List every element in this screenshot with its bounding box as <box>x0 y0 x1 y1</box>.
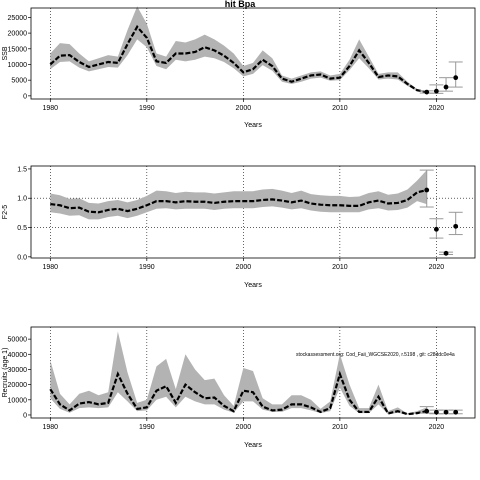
x-tick-label: 1980 <box>43 264 59 271</box>
x-tick-label: 1990 <box>139 264 155 271</box>
projection-point <box>453 75 459 81</box>
x-tick-label: 1990 <box>139 105 155 112</box>
y-tick-label: 1.5 <box>17 166 27 173</box>
x-tick-label: 2000 <box>236 264 252 271</box>
y-tick-label: 1.0 <box>17 196 27 203</box>
y-tick-label: 40000 <box>8 352 28 359</box>
y-tick-label: 25000 <box>8 15 28 22</box>
projection-point <box>453 223 459 229</box>
x-tick-label: 2020 <box>429 105 445 112</box>
y-tick-label: 20000 <box>8 31 28 38</box>
x-tick-label: 2020 <box>429 424 445 431</box>
plot-frame <box>30 165 476 259</box>
y-tick-label: 0.5 <box>17 225 27 232</box>
y-axis-label: F2-5 <box>2 205 9 220</box>
x-tick-label: 1990 <box>139 424 155 431</box>
x-tick-label: 1980 <box>43 105 59 112</box>
projection-point <box>424 187 430 193</box>
y-tick-label: 15000 <box>8 46 28 53</box>
y-tick-label: 5000 <box>11 78 27 85</box>
chart-title: hit Bpa <box>225 0 256 9</box>
estimate-line <box>50 188 427 214</box>
y-tick-label: 20000 <box>8 382 28 389</box>
plot-frame <box>30 7 476 100</box>
projection-point <box>433 226 439 232</box>
y-tick-label: 0.0 <box>17 254 27 261</box>
fishing-mortality-panel: 1980 1990 2000 2010 2020 0.0 0.5 1.0 1.5 Years F2-… <box>2 165 476 289</box>
projection-point <box>443 250 449 256</box>
estimate-line <box>49 24 427 94</box>
y-tick-label: 0 <box>23 93 27 100</box>
x-tick-label: 2000 <box>236 105 252 112</box>
x-tick-label: 2020 <box>429 264 445 271</box>
projection-point <box>433 88 439 94</box>
y-axis-label: Recruits (age 1) <box>2 348 9 398</box>
y-tick-label: 30000 <box>8 367 28 374</box>
recruitment-panel: 1980 1990 2000 2010 2020 0 10000 20000 30000 4000… <box>2 326 476 449</box>
y-tick-label: 50000 <box>8 337 28 344</box>
x-axis-label: Years <box>244 282 262 289</box>
x-tick-label: 2010 <box>332 264 348 271</box>
confidence-band <box>50 170 427 220</box>
x-tick-label: 2010 <box>332 105 348 112</box>
projection-point <box>453 409 459 415</box>
y-axis-label: SSB <box>2 46 9 60</box>
y-tick-label: 10000 <box>8 397 28 404</box>
projection-point <box>443 84 449 90</box>
estimate-line <box>49 370 427 416</box>
projection-point <box>424 89 430 95</box>
x-tick-label: 1980 <box>43 424 59 431</box>
confidence-band <box>50 331 427 415</box>
plot-frame <box>30 326 476 419</box>
x-tick-label: 2010 <box>332 424 348 431</box>
x-tick-label: 2000 <box>236 424 252 431</box>
y-tick-label: 0 <box>23 412 27 419</box>
confidence-band <box>50 6 427 93</box>
x-axis-label: Years <box>244 442 262 449</box>
x-axis-label: Years <box>244 122 262 129</box>
y-tick-label: 10000 <box>8 62 28 69</box>
ssb-panel: 1980 1990 2000 2010 2020 0 5000 10000 15000 20000… <box>2 0 476 129</box>
projection-point <box>443 409 449 415</box>
annotation-text: stockassessment.org: Cod_Faii_WGCSE2020,… <box>296 352 455 358</box>
projection-point <box>424 408 430 414</box>
projection-point <box>433 409 439 415</box>
